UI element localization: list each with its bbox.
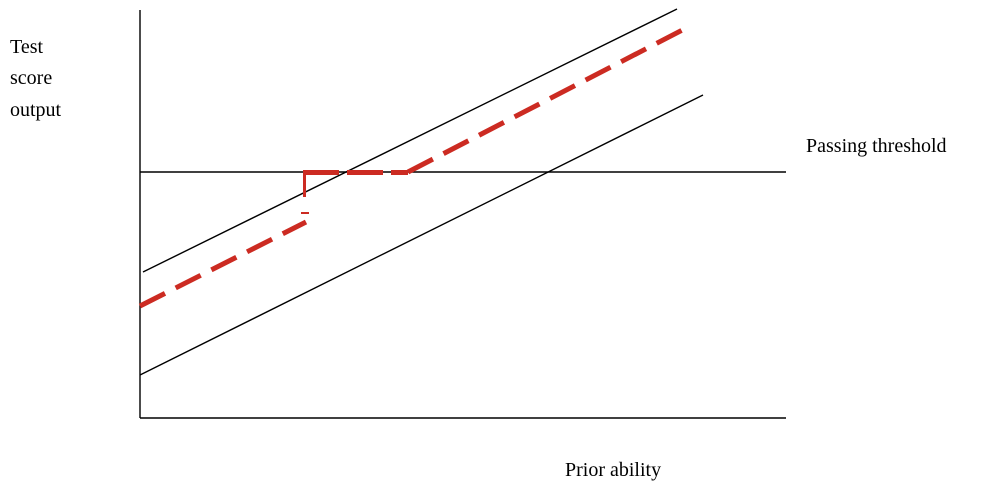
y-axis-label-line2: score (10, 67, 52, 89)
lower-bound-line (139, 94, 704, 376)
upper-bound-line (142, 8, 678, 273)
dashed-path-upper-segment (406, 22, 694, 175)
y-axis-label-line1: Test (10, 36, 43, 58)
dashed-path-lower-segment (138, 219, 308, 309)
y-axis-label-line3: output (10, 99, 62, 121)
y-axis-label: Test score output (10, 36, 62, 121)
passing-threshold-label: Passing threshold (806, 135, 947, 157)
x-axis-label: Prior ability (565, 459, 661, 481)
